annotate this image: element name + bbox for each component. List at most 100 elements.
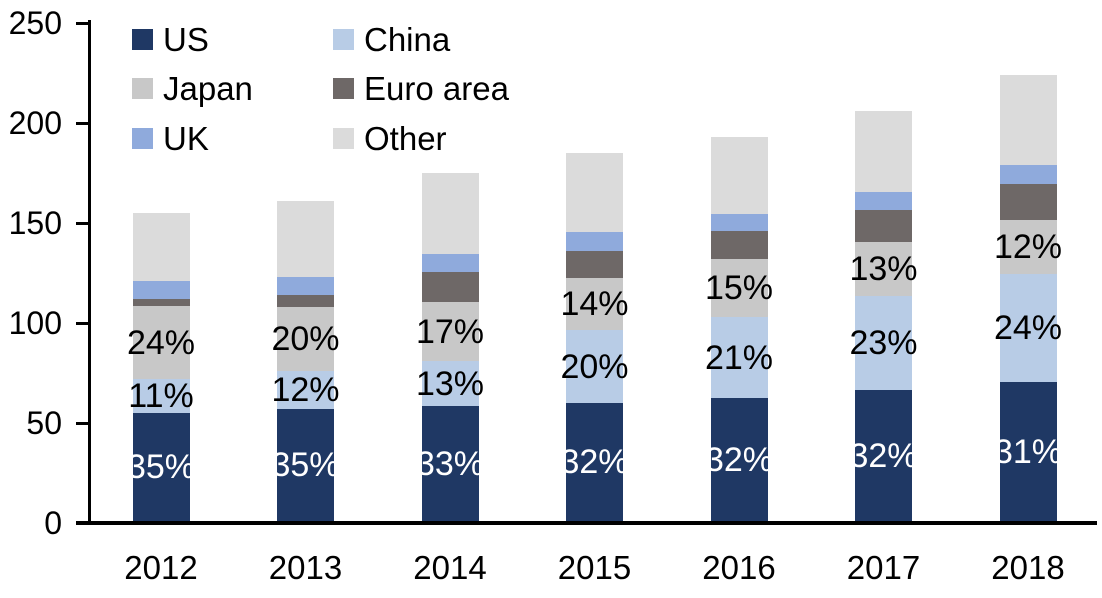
bar-segment-japan-2017 <box>855 242 912 296</box>
bar-segment-other-2014 <box>421 173 479 254</box>
legend-item-euro-area: Euro area <box>333 72 509 105</box>
bar-segment-euro-area-2016 <box>710 231 768 259</box>
bar-segment-uk-2013 <box>277 277 334 295</box>
y-tick-label-100: 100 <box>8 305 62 341</box>
bar-segment-japan-2014 <box>421 302 479 361</box>
y-tick-label-150: 150 <box>8 205 62 241</box>
legend-item-other: Other <box>333 122 447 155</box>
y-axis-line <box>88 20 91 525</box>
legend-label-china: China <box>364 20 451 58</box>
bar-segment-us-2015 <box>566 403 623 521</box>
bar-label-us-2018: 31% <box>993 432 1063 471</box>
bar-segment-uk-2014 <box>421 254 479 272</box>
x-tick-label-2017: 2017 <box>846 549 921 586</box>
y-tick-mark <box>76 221 88 225</box>
legend-item-japan: Japan <box>132 72 253 105</box>
bar-label-us-2014: 33% <box>415 444 485 483</box>
bar-segment-euro-area-2013 <box>277 295 334 307</box>
legend-item-us: US <box>132 23 209 56</box>
y-tick-mark <box>76 121 88 125</box>
legend-item-china: China <box>333 23 450 56</box>
bar-label-china-2017: 23% <box>849 324 918 362</box>
legend-swatch-uk <box>132 127 153 149</box>
y-tick-mark <box>76 421 88 425</box>
bar-label-us-2015: 32% <box>560 443 629 481</box>
legend-swatch-us <box>132 28 153 50</box>
bar-segment-other-2017 <box>855 111 912 192</box>
bar-segment-uk-2018 <box>999 165 1057 184</box>
bar-label-china-2012: 11% <box>128 377 194 415</box>
bar-segment-uk-2012 <box>132 281 190 299</box>
bar-segment-china-2018 <box>999 274 1057 382</box>
bar-segment-us-2018 <box>999 382 1057 521</box>
bar-segment-us-2014 <box>421 406 479 521</box>
bar-label-japan-2017: 13% <box>849 250 918 288</box>
bar-label-japan-2013: 20% <box>271 320 340 358</box>
y-tick-mark <box>76 321 88 325</box>
legend-label-japan: Japan <box>163 70 253 107</box>
bar-segment-china-2016 <box>710 317 768 398</box>
bar-label-japan-2015: 14% <box>560 285 629 323</box>
bar-label-japan-2014: 17% <box>415 312 485 351</box>
bar-segment-other-2012 <box>132 213 190 281</box>
legend-item-uk: UK <box>132 122 209 155</box>
x-tick-label-2018: 2018 <box>991 549 1065 586</box>
bar-segment-japan-2018 <box>999 220 1057 274</box>
legend-label-uk: UK <box>163 119 209 157</box>
legend-swatch-china <box>333 28 354 50</box>
bar-segment-japan-2016 <box>710 259 768 317</box>
legend-swatch-euro-area <box>333 78 354 99</box>
bar-segment-uk-2016 <box>710 214 768 231</box>
bar-segment-euro-area-2018 <box>999 184 1057 220</box>
x-tick-label-2013: 2013 <box>268 549 343 586</box>
legend-label-euro-area: Euro area <box>364 70 509 107</box>
bar-label-china-2015: 20% <box>560 347 629 386</box>
bar-segment-china-2017 <box>855 296 912 390</box>
bar-segment-china-2015 <box>566 330 623 403</box>
bar-label-china-2013: 12% <box>271 371 340 409</box>
x-tick-label-2015: 2015 <box>557 549 632 586</box>
legend-label-other: Other <box>364 119 447 157</box>
bar-segment-us-2013 <box>277 409 334 521</box>
bar-label-us-2013: 35% <box>271 446 340 484</box>
bar-segment-us-2016 <box>710 398 768 521</box>
bar-segment-euro-area-2017 <box>855 210 912 242</box>
bar-segment-japan-2012 <box>132 306 190 379</box>
bar-segment-china-2014 <box>421 361 479 406</box>
bar-label-us-2017: 32% <box>849 436 918 475</box>
bar-segment-other-2018 <box>999 75 1057 165</box>
bar-label-us-2012: 35% <box>126 448 196 486</box>
bar-segment-uk-2017 <box>855 192 912 210</box>
bar-label-china-2018: 24% <box>993 309 1063 347</box>
bar-segment-other-2013 <box>277 201 334 277</box>
legend-swatch-other <box>333 127 354 149</box>
bar-segment-japan-2015 <box>566 278 623 330</box>
y-tick-mark <box>76 21 88 25</box>
bar-segment-euro-area-2015 <box>566 251 623 278</box>
bar-label-japan-2016: 15% <box>704 269 774 307</box>
bar-segment-us-2017 <box>855 390 912 521</box>
bar-segment-uk-2015 <box>566 232 623 251</box>
bar-label-china-2014: 13% <box>415 364 485 403</box>
y-tick-label-200: 200 <box>8 105 62 141</box>
x-tick-label-2012: 2012 <box>124 549 198 586</box>
legend-swatch-japan <box>132 78 153 99</box>
bar-label-japan-2012: 24% <box>126 323 196 362</box>
bar-segment-other-2015 <box>566 153 623 232</box>
bar-segment-euro-area-2012 <box>132 299 190 306</box>
bar-segment-china-2012 <box>132 379 190 413</box>
bar-label-us-2016: 32% <box>704 440 774 479</box>
legend-label-us: US <box>163 20 209 58</box>
bar-segment-japan-2013 <box>277 307 334 371</box>
x-tick-label-2014: 2014 <box>413 549 487 586</box>
bar-segment-china-2013 <box>277 371 334 409</box>
y-tick-label-0: 0 <box>44 505 62 541</box>
bar-segment-us-2012 <box>132 413 190 521</box>
bar-segment-other-2016 <box>710 137 768 214</box>
bar-label-japan-2018: 12% <box>993 228 1063 266</box>
bar-label-china-2016: 21% <box>704 338 774 377</box>
x-axis-line <box>76 521 1097 525</box>
bar-segment-euro-area-2014 <box>421 272 479 302</box>
y-tick-label-50: 50 <box>26 405 62 441</box>
